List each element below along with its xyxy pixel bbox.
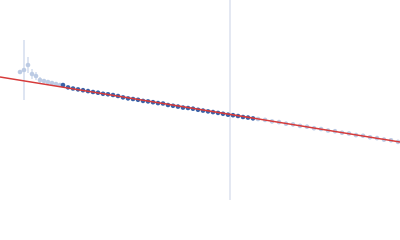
data-point <box>49 80 55 86</box>
data-point <box>37 77 43 83</box>
data-point <box>25 62 31 68</box>
data-point <box>45 79 51 85</box>
data-point <box>33 73 39 79</box>
fit-line <box>0 76 400 143</box>
chart <box>0 0 400 200</box>
data-point <box>60 82 66 88</box>
data-point <box>41 78 47 84</box>
data-point <box>29 71 35 77</box>
data-point <box>21 67 27 73</box>
data-point <box>53 81 59 87</box>
data-point <box>17 69 23 75</box>
